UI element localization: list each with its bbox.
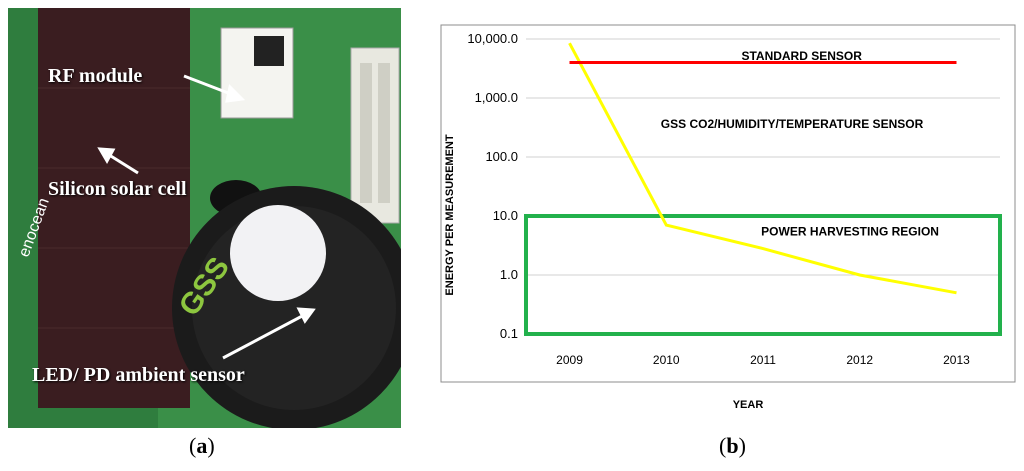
qr-code bbox=[254, 36, 284, 66]
x-tick-label: 2009 bbox=[556, 353, 583, 367]
caption-b: (b) bbox=[719, 433, 746, 458]
annotation-arrows bbox=[97, 74, 316, 360]
y-axis-label: ENERGY PER MEASUREMENT bbox=[444, 134, 456, 295]
connector-pins bbox=[360, 63, 390, 203]
x-axis-label: YEAR bbox=[733, 399, 764, 411]
power-harvesting-region bbox=[524, 214, 1002, 336]
arrow-solar bbox=[105, 151, 139, 175]
sensor-board-illustration: GSS enocean bbox=[8, 8, 401, 428]
arrow-solar-head bbox=[97, 147, 116, 165]
arrow-rf-head bbox=[225, 83, 246, 103]
series-lines bbox=[568, 42, 957, 295]
x-tick-label: 2010 bbox=[653, 353, 680, 367]
y-tick-label: 10.0 bbox=[493, 208, 518, 223]
y-tick-label: 100.0 bbox=[485, 149, 518, 164]
x-tick-label: 2012 bbox=[846, 353, 873, 367]
x-tick-labels: 2009 2010 2011 2012 2013 bbox=[556, 353, 970, 367]
caption-a: (a) bbox=[189, 433, 215, 458]
y-tick-label: 1,000.0 bbox=[475, 90, 518, 105]
pin-connector bbox=[350, 47, 400, 224]
chart-annotation: POWER HARVESTING REGION bbox=[761, 224, 939, 238]
x-tick-label: 2011 bbox=[750, 353, 776, 367]
y-tick-label: 1.0 bbox=[500, 267, 518, 282]
label-silicon-solar-cell: Silicon solar cell bbox=[48, 178, 187, 200]
series-line bbox=[568, 42, 957, 295]
chart-frame bbox=[440, 24, 1016, 383]
chart-annotation: STANDARD SENSOR bbox=[741, 49, 862, 63]
x-tick-label: 2013 bbox=[943, 353, 970, 367]
arrow-led bbox=[222, 312, 307, 360]
chart-annotation: GSS CO2/HUMIDITY/TEMPERATURE SENSOR bbox=[661, 117, 924, 131]
y-tick-label: 0.1 bbox=[500, 326, 518, 341]
label-led-pd-sensor: LED/ PD ambient sensor bbox=[32, 364, 245, 386]
sensor-photo: GSS enocean RF module Silicon solar cell… bbox=[8, 8, 401, 428]
label-rf-module: RF module bbox=[48, 65, 143, 87]
solar-cell bbox=[38, 8, 190, 408]
sensor-window bbox=[230, 205, 326, 301]
chart-annotations: STANDARD SENSOR GSS CO2/HUMIDITY/TEMPERAT… bbox=[661, 49, 939, 239]
y-tick-labels: 0.1 1.0 10.0 100.0 1,000.0 10,000.0 bbox=[467, 31, 518, 341]
y-tick-label: 10,000.0 bbox=[467, 31, 518, 46]
arrow-led-head bbox=[296, 307, 316, 324]
region-box bbox=[524, 214, 1002, 336]
energy-chart-panel: 0.1 1.0 10.0 100.0 1,000.0 10,000.0 2009 2010 2… bbox=[440, 24, 1016, 427]
